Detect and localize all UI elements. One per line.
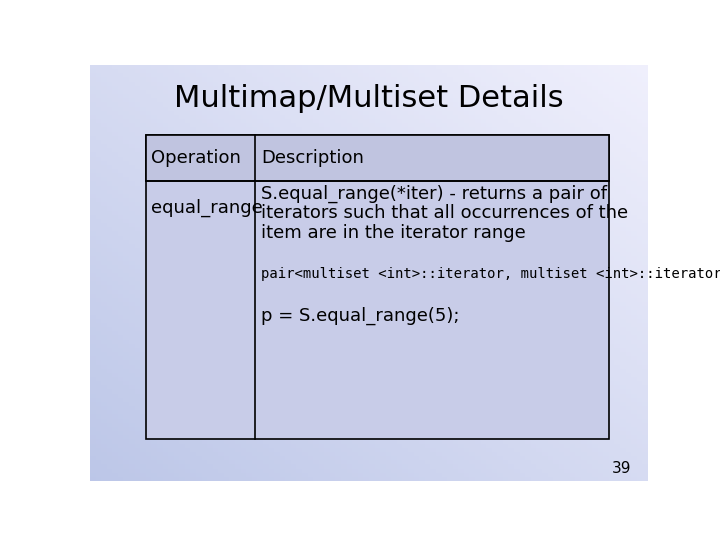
Text: item are in the iterator range: item are in the iterator range (261, 224, 526, 241)
Text: pair<multiset <int>::iterator, multiset <int>::iterator > p;: pair<multiset <int>::iterator, multiset … (261, 267, 720, 281)
Text: Description: Description (261, 150, 364, 167)
Text: 39: 39 (612, 461, 631, 476)
Text: S.equal_range(*iter) - returns a pair of: S.equal_range(*iter) - returns a pair of (261, 185, 607, 203)
Bar (145, 136, 609, 439)
Text: Multimap/Multiset Details: Multimap/Multiset Details (174, 84, 564, 112)
Text: Operation: Operation (151, 150, 241, 167)
Text: p = S.equal_range(5);: p = S.equal_range(5); (261, 307, 460, 325)
Text: equal_range: equal_range (151, 199, 263, 218)
Bar (145, 136, 609, 181)
Text: iterators such that all occurrences of the: iterators such that all occurrences of t… (261, 204, 629, 222)
